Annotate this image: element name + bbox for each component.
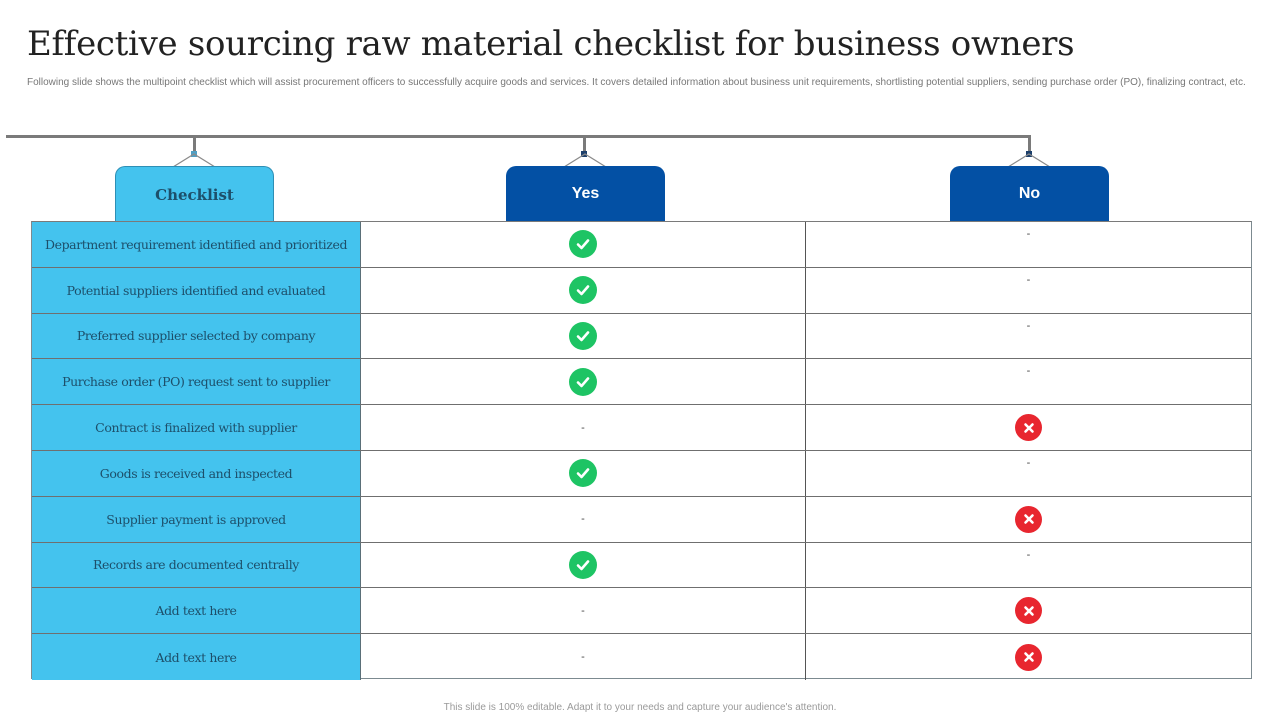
check-icon [569, 230, 597, 259]
empty-dash: - [1026, 456, 1031, 469]
table-row: Department requirement identified and pr… [32, 222, 1251, 268]
checklist-item-label: Preferred supplier selected by company [32, 313, 361, 359]
no-cell: - [806, 543, 1251, 588]
check-icon [569, 367, 597, 396]
checklist-item-label: Purchase order (PO) request sent to supp… [32, 359, 361, 405]
no-cell [806, 405, 1251, 450]
hanger-checklist [172, 153, 216, 168]
yes-cell: - [361, 405, 806, 450]
yes-cell [361, 222, 806, 267]
checklist-item-label: Goods is received and inspected [32, 450, 361, 496]
empty-dash: - [1026, 548, 1031, 561]
check-icon [569, 276, 597, 305]
no-cell: - [806, 359, 1251, 404]
checklist-item-label: Add text here [32, 588, 361, 634]
table-row: Contract is finalized with supplier - [32, 405, 1251, 451]
footer-note: This slide is 100% editable. Adapt it to… [443, 702, 837, 713]
no-cell: - [806, 268, 1251, 313]
cross-icon [1015, 643, 1042, 671]
no-cell [806, 497, 1251, 542]
cross-icon [1015, 597, 1042, 625]
empty-dash: - [581, 604, 585, 617]
table-row: Preferred supplier selected by company - [32, 313, 1251, 360]
column-header-checklist: Checklist [115, 166, 274, 222]
page-subtitle: Following slide shows the multipoint che… [27, 77, 1246, 88]
yes-cell [361, 359, 806, 405]
connector-drop-yes [583, 137, 586, 154]
checklist-item-label: Supplier payment is approved [32, 496, 361, 542]
table-row: Add text here - [32, 588, 1251, 635]
table-row: Add text here - [32, 634, 1251, 680]
check-icon [569, 550, 597, 579]
yes-cell: - [361, 496, 806, 542]
cross-icon [1015, 414, 1042, 442]
table-row: Purchase order (PO) request sent to supp… [32, 359, 1251, 406]
yes-cell: - [361, 634, 806, 680]
table-row: Records are documented centrally - [32, 542, 1251, 589]
table-row: Potential suppliers identified and evalu… [32, 267, 1251, 314]
yes-cell [361, 542, 806, 588]
yes-cell [361, 267, 806, 313]
checklist-item-label: Records are documented centrally [32, 542, 361, 588]
checklist-item-label: Contract is finalized with supplier [32, 405, 361, 450]
yes-cell [361, 313, 806, 359]
page-title: Effective sourcing raw material checklis… [27, 24, 1075, 64]
connector-drop-checklist [193, 137, 196, 154]
empty-dash: - [581, 651, 585, 664]
checklist-item-label: Potential suppliers identified and evalu… [32, 267, 361, 313]
connector-drop-no [1028, 137, 1031, 154]
empty-dash: - [1026, 228, 1031, 240]
yes-cell [361, 450, 806, 496]
no-cell [806, 634, 1251, 680]
connector-line [6, 135, 1031, 138]
column-header-yes: Yes [506, 166, 665, 222]
hanger-no [1007, 153, 1051, 168]
no-cell: - [806, 314, 1251, 359]
empty-dash: - [581, 513, 585, 526]
yes-cell: - [361, 588, 806, 634]
hanger-yes [563, 153, 607, 168]
column-header-no: No [950, 166, 1109, 222]
empty-dash: - [581, 421, 585, 434]
table-row: Supplier payment is approved - [32, 496, 1251, 543]
empty-dash: - [1026, 319, 1031, 332]
check-icon [569, 321, 597, 350]
checklist-table: Department requirement identified and pr… [31, 221, 1252, 680]
no-cell: - [806, 451, 1251, 496]
cross-icon [1015, 505, 1042, 533]
check-icon [569, 459, 597, 488]
table-row: Goods is received and inspected - [32, 450, 1251, 497]
no-cell [806, 588, 1251, 633]
empty-dash: - [1026, 273, 1031, 286]
empty-dash: - [1026, 365, 1031, 378]
checklist-item-label: Department requirement identified and pr… [32, 222, 361, 267]
checklist-item-label: Add text here [32, 634, 361, 680]
no-cell: - [806, 222, 1251, 267]
